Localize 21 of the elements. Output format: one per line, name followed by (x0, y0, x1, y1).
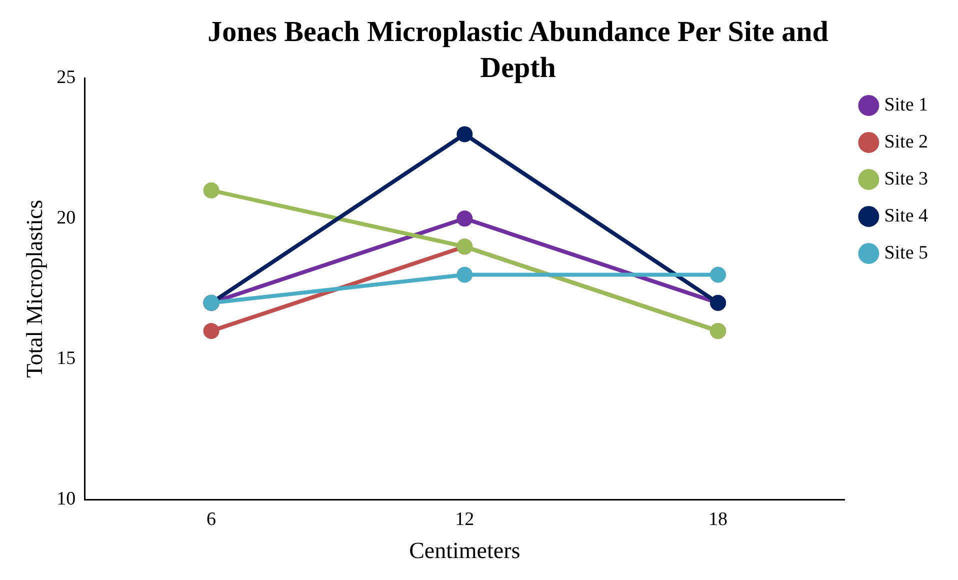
y-axis-title: Total Microplastics (22, 200, 47, 378)
point (203, 322, 220, 339)
legend-label: Site 5 (884, 242, 928, 264)
x-tick-label: 12 (455, 508, 474, 530)
point (203, 182, 220, 198)
chart-title: Jones Beach Microplastic Abundance Per Site and Depth (206, 15, 830, 86)
y-tick-label: 10 (56, 488, 76, 510)
point (456, 210, 473, 227)
x-axis-title: Centimeters (409, 538, 520, 564)
legend-label: Site 3 (884, 168, 928, 190)
y-tick-label: 20 (56, 208, 76, 229)
point (456, 126, 473, 142)
x-tick-label: 6 (206, 508, 216, 530)
point (710, 266, 726, 283)
y-tick-label: 25 (56, 66, 76, 88)
y-tick-label: 15 (56, 348, 76, 370)
legend-label: Site 2 (884, 131, 928, 152)
legend-label: Site 1 (884, 94, 928, 116)
point (456, 266, 473, 283)
legend-label: Site 4 (884, 205, 928, 226)
x-tick-label: 18 (708, 508, 728, 530)
